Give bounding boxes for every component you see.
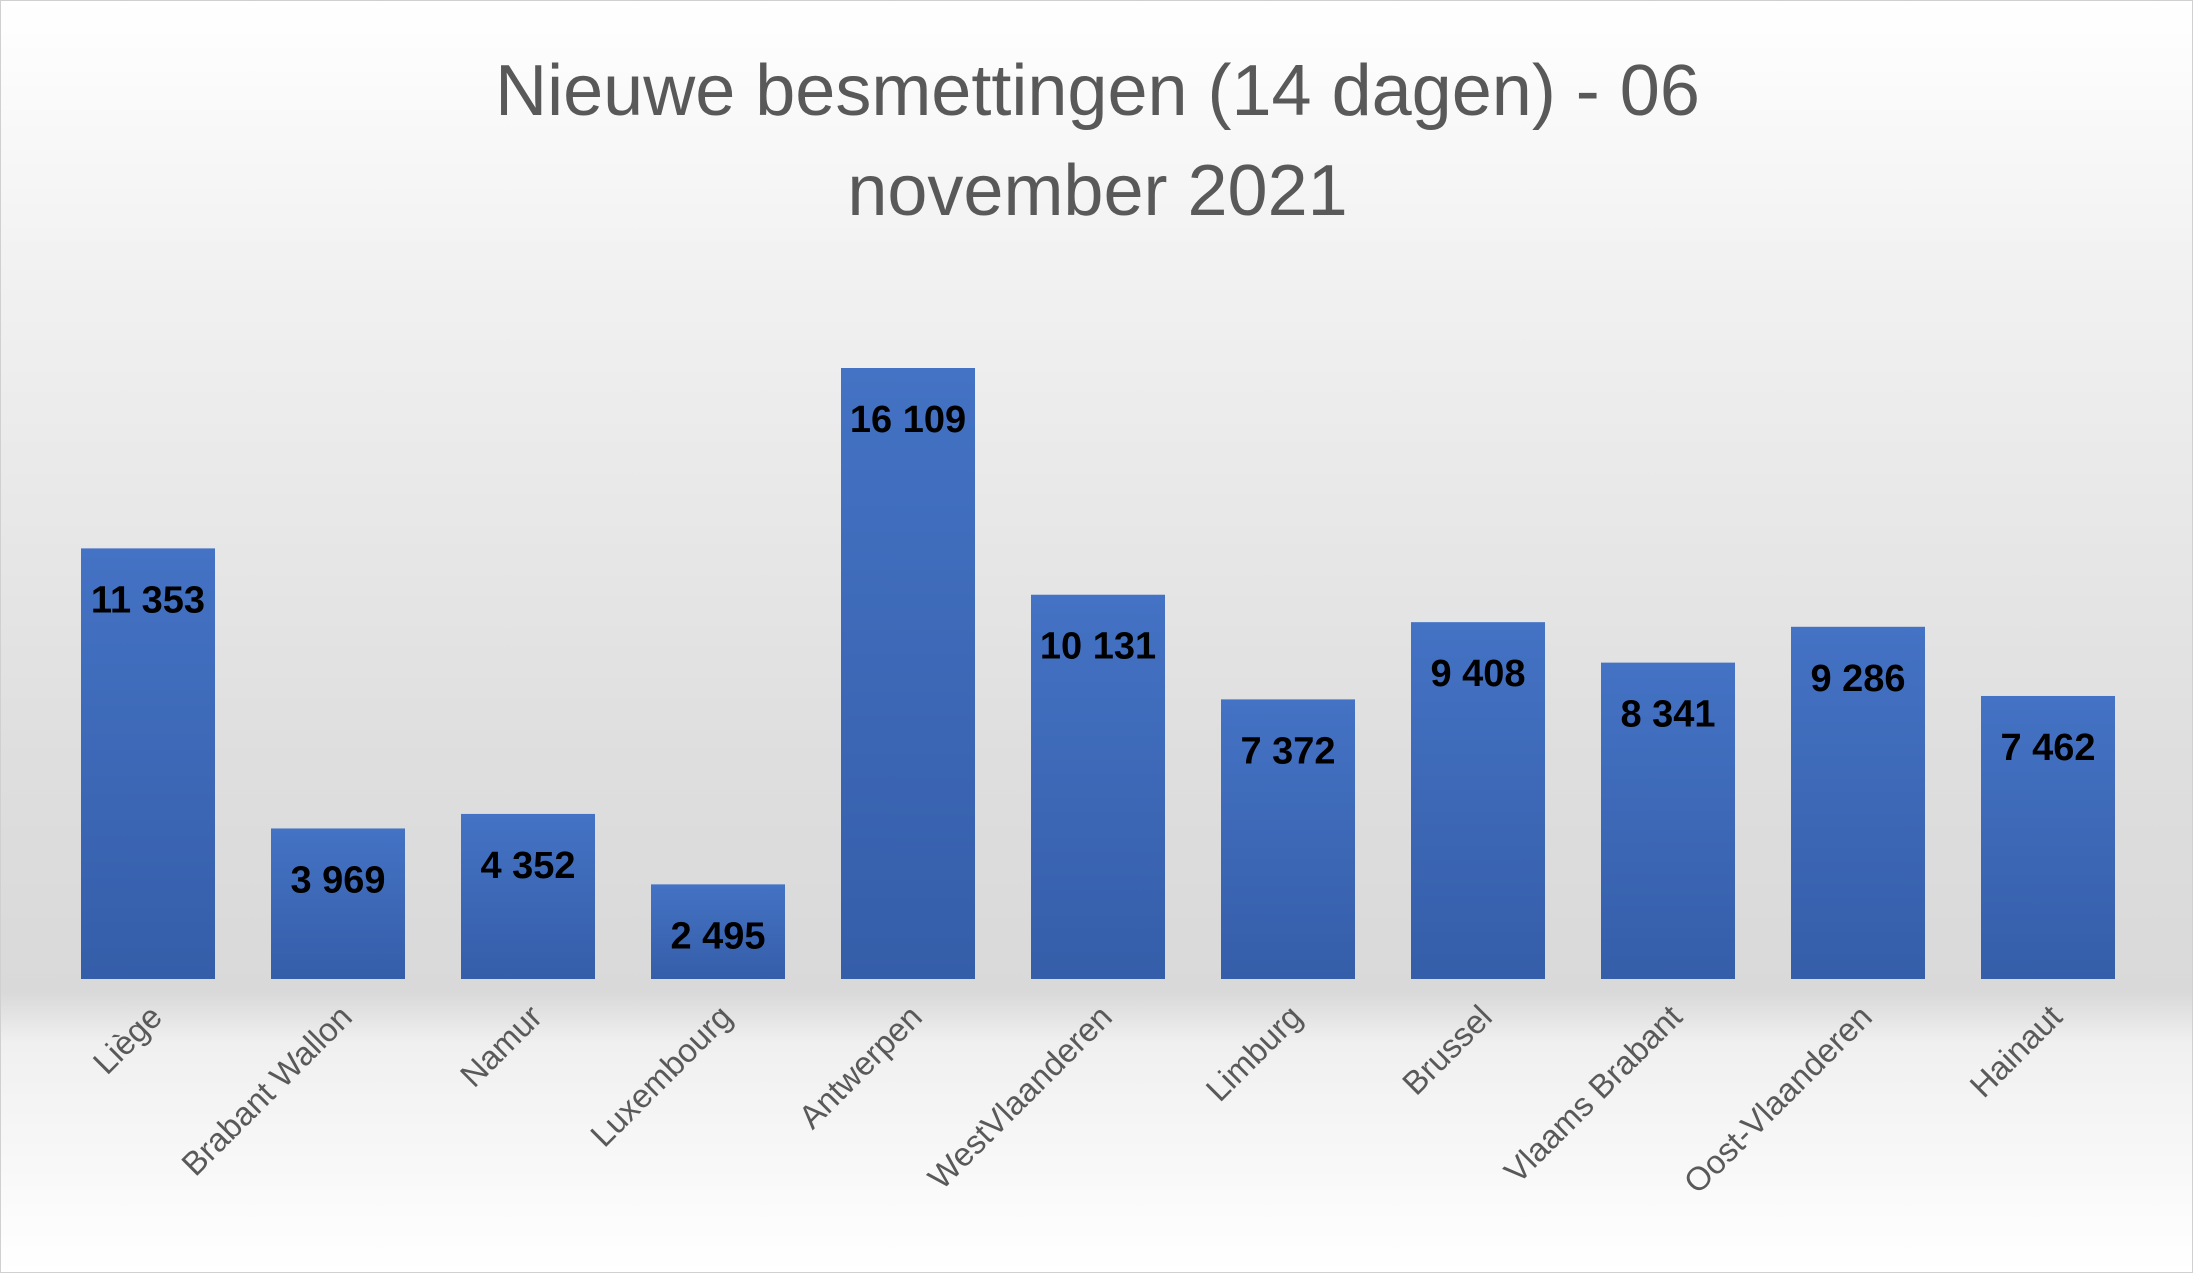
category-label: Oost-Vlaanderen bbox=[1676, 998, 1879, 1201]
data-label: 9 408 bbox=[1430, 653, 1525, 695]
bar bbox=[271, 828, 405, 979]
category-label: Brabant Wallon bbox=[174, 998, 359, 1183]
data-label: 11 353 bbox=[91, 579, 205, 621]
data-label: 8 341 bbox=[1620, 694, 1715, 736]
category-label: Vlaams Brabant bbox=[1497, 998, 1689, 1190]
category-label: Liège bbox=[86, 998, 169, 1081]
category-label: Antwerpen bbox=[791, 998, 929, 1136]
bar bbox=[1221, 699, 1355, 979]
data-label: 7 462 bbox=[2000, 727, 2095, 769]
category-label: Limburg bbox=[1198, 998, 1308, 1108]
category-label: Brussel bbox=[1395, 998, 1499, 1102]
data-label: 2 495 bbox=[670, 915, 765, 957]
data-label: 3 969 bbox=[290, 859, 385, 901]
bar bbox=[1411, 622, 1545, 979]
data-label: 7 372 bbox=[1240, 730, 1335, 772]
bar bbox=[1791, 626, 1925, 979]
bar bbox=[81, 548, 215, 979]
data-label: 4 352 bbox=[480, 845, 575, 887]
bar bbox=[1601, 662, 1735, 979]
category-label: Namur bbox=[453, 998, 549, 1094]
bar bbox=[841, 368, 975, 979]
category-label: Luxembourg bbox=[583, 998, 739, 1154]
bar bbox=[651, 884, 785, 979]
data-label: 9 286 bbox=[1810, 658, 1905, 700]
data-label: 10 131 bbox=[1040, 626, 1156, 668]
bar bbox=[1981, 695, 2115, 979]
chart-title: Nieuwe besmettingen (14 dagen) - 06 nove… bbox=[495, 51, 1700, 231]
bar bbox=[1031, 594, 1165, 979]
data-label: 16 109 bbox=[850, 399, 966, 441]
category-label: WestVlaanderen bbox=[921, 998, 1119, 1196]
category-label: Hainaut bbox=[1962, 998, 2069, 1105]
bar bbox=[461, 813, 595, 979]
